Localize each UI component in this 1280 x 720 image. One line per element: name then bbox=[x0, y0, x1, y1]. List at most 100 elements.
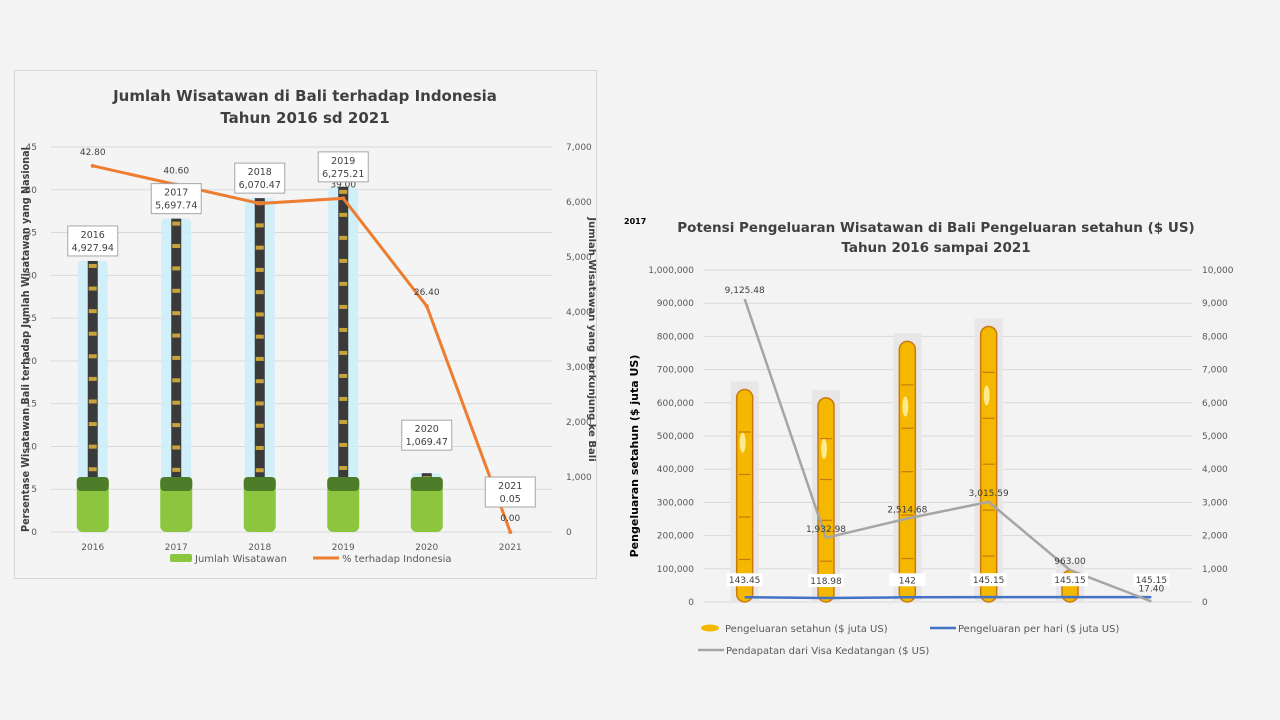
bar-ornament bbox=[172, 445, 181, 450]
right-axis-tick-label: 0 bbox=[566, 528, 572, 538]
bar bbox=[730, 381, 759, 603]
bar-ornament bbox=[255, 356, 264, 361]
chart1-axes: 0 5 10 15 20 25 30 35 40 45 0 1,000 2,000 3,000 4,000 5… bbox=[20, 143, 597, 553]
per-day-data-label: 118.98 bbox=[810, 577, 842, 587]
per-day-data-label: 145.15 bbox=[1054, 576, 1086, 586]
bar-ornament bbox=[172, 378, 181, 383]
right-axis-tick-label: 1,000 bbox=[1202, 565, 1228, 575]
bar-ornament bbox=[255, 468, 264, 473]
bar-ornament bbox=[255, 401, 264, 406]
left-axis-tick-label: 25 bbox=[26, 314, 37, 324]
percent-data-label: 39.00 bbox=[330, 180, 356, 190]
chart2-title: Potensi Pengeluaran Wisatawan di Bali Pe… bbox=[677, 220, 1194, 236]
tourist-count-chart-svg: Jumlah Wisatawan di Bali terhadap Indone… bbox=[20, 87, 597, 565]
chart1-gridlines bbox=[51, 146, 552, 533]
right-axis-tick-label: 5,000 bbox=[1202, 432, 1228, 442]
left-axis-title: Pengeluaran setahun ($ juta US) bbox=[628, 355, 641, 558]
bar-ornament bbox=[339, 327, 348, 332]
bar-coin-edge bbox=[817, 397, 835, 603]
bar-data-label-value: 6,275.21 bbox=[322, 169, 364, 180]
right-axis-tick-label: 4,000 bbox=[1202, 465, 1228, 475]
bar-ornament bbox=[255, 312, 264, 317]
bar-ornament bbox=[172, 355, 181, 360]
bar-ornament bbox=[339, 189, 348, 194]
bar-data-label-year: 2016 bbox=[81, 230, 105, 241]
bar-data-label-value: 1,069.47 bbox=[406, 437, 448, 448]
bar-ornament bbox=[339, 235, 348, 240]
bar-ornament bbox=[88, 467, 97, 472]
left-axis-tick-label: 100,000 bbox=[657, 565, 694, 575]
left-axis-tick-label: 5 bbox=[31, 485, 37, 495]
bar-data-label-year: 2019 bbox=[331, 156, 355, 167]
right-axis-tick-label: 3,000 bbox=[566, 363, 592, 373]
bar-data-label-box bbox=[317, 151, 369, 183]
x-axis-tick-label: 2020 bbox=[415, 543, 438, 553]
bar-coin-shine bbox=[983, 385, 990, 406]
per-day-label-bg bbox=[1052, 573, 1088, 587]
bar-ornament bbox=[255, 223, 264, 228]
bar-data-label-year: 2020 bbox=[415, 424, 439, 435]
bar-ornament bbox=[88, 354, 97, 359]
bar-coin-shine bbox=[902, 396, 909, 417]
per-day-data-label: 145.15 bbox=[973, 576, 1005, 586]
bar-ornament bbox=[339, 350, 348, 355]
bar-ornament bbox=[88, 331, 97, 336]
chart1-bars bbox=[76, 186, 443, 532]
left-axis-tick-label: 35 bbox=[26, 229, 37, 239]
bar-ornament bbox=[339, 281, 348, 286]
bar bbox=[974, 318, 1003, 603]
x-axis-tick-label: 2021 bbox=[499, 543, 522, 553]
bar-ornament bbox=[339, 212, 348, 217]
chart2-axes: 0 100,000 200,000 300,000 400,000 500,000 600,… bbox=[628, 266, 1234, 608]
right-axis-tick-label: 7,000 bbox=[566, 143, 592, 153]
bar-ornament bbox=[88, 263, 97, 268]
right-axis-tick-label: 2,000 bbox=[566, 418, 592, 428]
bar-data-label-box bbox=[150, 183, 202, 215]
per-day-data-label: 145.15 bbox=[1136, 576, 1168, 586]
percent-data-label: 42.80 bbox=[80, 148, 106, 158]
right-axis-tick-label: 4,000 bbox=[566, 308, 592, 318]
right-axis-tick-label: 10,000 bbox=[1202, 266, 1234, 276]
visa-data-label: 3,015.59 bbox=[969, 489, 1009, 499]
chart1-title: Jumlah Wisatawan di Bali terhadap Indone… bbox=[112, 87, 497, 105]
legend-label-bars: Jumlah Wisatawan bbox=[194, 554, 287, 565]
bar-data-label-value: 5,697.74 bbox=[155, 201, 197, 212]
bar-coin-stack bbox=[818, 397, 834, 602]
right-axis-tick-label: 2,000 bbox=[1202, 532, 1228, 542]
bar-coin-stack bbox=[736, 389, 753, 602]
right-axis-title: Jumlah Wisatawan yang berkunjung ke Bali bbox=[586, 216, 596, 461]
right-axis-tick-label: 9,000 bbox=[1202, 299, 1228, 309]
bar-spire bbox=[254, 198, 265, 532]
left-axis-tick-label: 500,000 bbox=[657, 432, 694, 442]
left-axis-tick-label: 30 bbox=[26, 271, 38, 281]
left-axis-tick-label: 40 bbox=[26, 186, 38, 196]
bar-ornament bbox=[255, 445, 264, 450]
legend-label-visa: Pendapatan dari Visa Kedatangan ($ US) bbox=[726, 646, 929, 657]
bar bbox=[812, 389, 840, 603]
bar-ornament bbox=[172, 400, 181, 405]
percent-point bbox=[424, 304, 429, 309]
bar bbox=[893, 333, 922, 603]
bar-base-top bbox=[243, 477, 276, 491]
chart1-subtitle: Tahun 2016 sd 2021 bbox=[220, 109, 389, 127]
bar-base-top bbox=[160, 477, 193, 491]
bar-data-label-box bbox=[484, 476, 536, 508]
left-axis-tick-label: 900,000 bbox=[657, 299, 694, 309]
left-axis-tick-label: 200,000 bbox=[657, 532, 694, 542]
chart2-gridlines bbox=[704, 269, 1192, 603]
bar-data-label-value: 0.05 bbox=[500, 494, 521, 505]
bar-ornament bbox=[255, 334, 264, 339]
legend-label-coins: Pengeluaran setahun ($ juta US) bbox=[725, 624, 888, 635]
percent-line bbox=[92, 164, 512, 533]
left-axis-tick-label: 0 bbox=[688, 598, 694, 608]
percent-data-label: 0.00 bbox=[500, 514, 520, 524]
per-day-label-bg bbox=[970, 573, 1007, 587]
chart2-lines bbox=[743, 298, 1152, 603]
bar-ornament bbox=[172, 467, 181, 472]
bar-ornament bbox=[88, 444, 97, 449]
tourist-count-chart: Jumlah Wisatawan di Bali terhadap Indone… bbox=[14, 70, 597, 579]
legend-label-per-day: Pengeluaran per hari ($ juta US) bbox=[958, 624, 1119, 635]
bar-data-label-value: 4,927.94 bbox=[72, 243, 114, 254]
per-day-data-label: 142 bbox=[899, 576, 916, 586]
bar-coin-edge bbox=[898, 340, 917, 603]
